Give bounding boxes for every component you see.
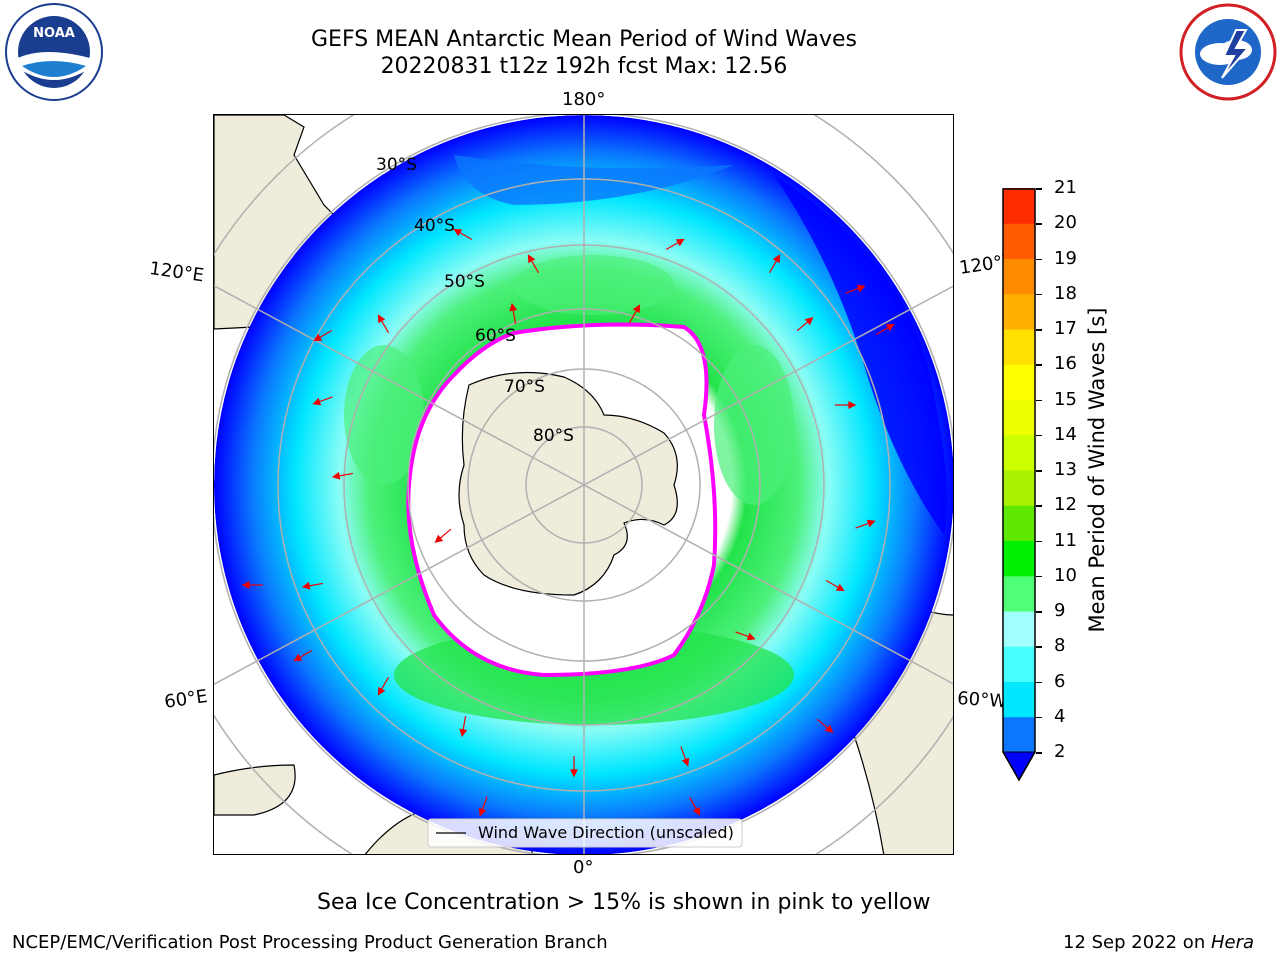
colorbar-segment [1003, 611, 1035, 647]
lat-label-70s: 70°S [504, 377, 545, 397]
sea-ice-note: Sea Ice Concentration > 15% is shown in … [317, 890, 931, 915]
colorbar-segment [1003, 399, 1035, 436]
colorbar-tick-mark [1036, 611, 1042, 613]
nws-logo [1178, 2, 1278, 102]
colorbar-tick-mark [1036, 399, 1042, 401]
colorbar-tick-label: 11 [1054, 529, 1077, 551]
colorbar-tick-mark [1036, 188, 1042, 190]
lat-label-30s: 30°S [376, 155, 417, 175]
colorbar-segment [1003, 505, 1035, 541]
colorbar-tick-label: 6 [1054, 670, 1066, 692]
lon-label-60e: 60°E [163, 685, 209, 713]
wind-wave-arrows [241, 228, 895, 817]
colorbar-tick-mark [1036, 752, 1042, 754]
colorbar-tick-label: 13 [1054, 459, 1077, 480]
colorbar-tick-mark [1036, 293, 1042, 296]
chart-title: GEFS MEAN Antarctic Mean Period of Wind … [311, 27, 857, 52]
colorbar-tick-label: 20 [1054, 212, 1077, 234]
colorbar-segment [1003, 188, 1035, 224]
colorbar-segment [1003, 716, 1035, 753]
colorbar-segment [1003, 364, 1035, 400]
colorbar-segment [1003, 470, 1035, 506]
lat-label-50s: 50°S [444, 272, 485, 292]
footer-date-text: 12 Sep 2022 on [1063, 932, 1211, 953]
antarctica-land [458, 371, 678, 596]
lon-label-120e: 120°E [148, 258, 206, 287]
colorbar-tick-label: 12 [1054, 494, 1077, 516]
colorbar-segment [1003, 681, 1035, 718]
colorbar-tick-mark [1036, 434, 1042, 437]
colorbar-segment [1003, 258, 1035, 295]
colorbar-tick-mark [1036, 505, 1042, 507]
lat-label-60s: 60°S [475, 326, 516, 346]
lon-label-60w: 60°W [956, 688, 1008, 713]
lat-label-80s: 80°S [533, 426, 574, 446]
footer-date: 12 Sep 2022 on Hera [1063, 932, 1254, 953]
colorbar-tick-label: 10 [1054, 564, 1077, 586]
lat-label-40s: 40°S [414, 216, 455, 236]
map-panel: 30°S 40°S 50°S 60°S 70°S 80°S Wind Wave … [213, 114, 954, 855]
colorbar-segment [1003, 575, 1035, 612]
graticule [214, 115, 953, 854]
colorbar-segment [1003, 223, 1035, 259]
colorbar-tick-label: 18 [1054, 282, 1077, 304]
lon-label-180: 180° [562, 89, 606, 110]
colorbar-tick-label: 17 [1054, 318, 1077, 339]
noaa-logo: NOAA [4, 2, 104, 102]
legend-label: Wind Wave Direction (unscaled) [478, 823, 734, 842]
colorbar-tick-label: 15 [1054, 388, 1077, 410]
colorbar-segment [1003, 329, 1035, 365]
colorbar-tick-mark [1036, 646, 1042, 648]
colorbar-tick-mark [1036, 681, 1042, 683]
colorbar-tick-mark [1036, 470, 1042, 472]
colorbar-tick-mark [1036, 258, 1042, 260]
colorbar-tick-label: 2 [1054, 741, 1066, 762]
colorbar-segment [1003, 540, 1035, 577]
colorbar-tick-label: 21 [1054, 177, 1077, 198]
colorbar-segment [1003, 646, 1035, 682]
noaa-logo-text: NOAA [33, 26, 75, 41]
colorbar-tick-label: 16 [1054, 353, 1077, 375]
colorbar [1002, 188, 1036, 782]
colorbar-tick-mark [1036, 364, 1042, 366]
footer-branch: NCEP/EMC/Verification Post Processing Pr… [12, 932, 608, 953]
colorbar-tick-mark [1036, 540, 1042, 542]
chart-subtitle: 20220831 t12z 192h fcst Max: 12.56 [380, 54, 788, 79]
footer-machine: Hera [1210, 932, 1254, 953]
lon-label-0: 0° [573, 857, 594, 878]
colorbar-tick-label: 14 [1054, 423, 1077, 445]
colorbar-tick-label: 8 [1054, 635, 1066, 657]
colorbar-tick-mark [1036, 329, 1042, 331]
colorbar-tick-mark [1036, 575, 1042, 578]
colorbar-tick-label: 4 [1054, 705, 1066, 727]
colorbar-segment [1003, 434, 1035, 471]
colorbar-tick-label: 9 [1054, 600, 1066, 621]
colorbar-label: Mean Period of Wind Waves [s] [1085, 307, 1109, 633]
colorbar-extend-triangle [1002, 751, 1036, 782]
colorbar-tick-mark [1036, 716, 1042, 719]
colorbar-tick-label: 19 [1054, 247, 1077, 269]
colorbar-tick-mark [1036, 223, 1042, 225]
colorbar-segment [1003, 293, 1035, 330]
map-legend: Wind Wave Direction (unscaled) [427, 818, 743, 848]
